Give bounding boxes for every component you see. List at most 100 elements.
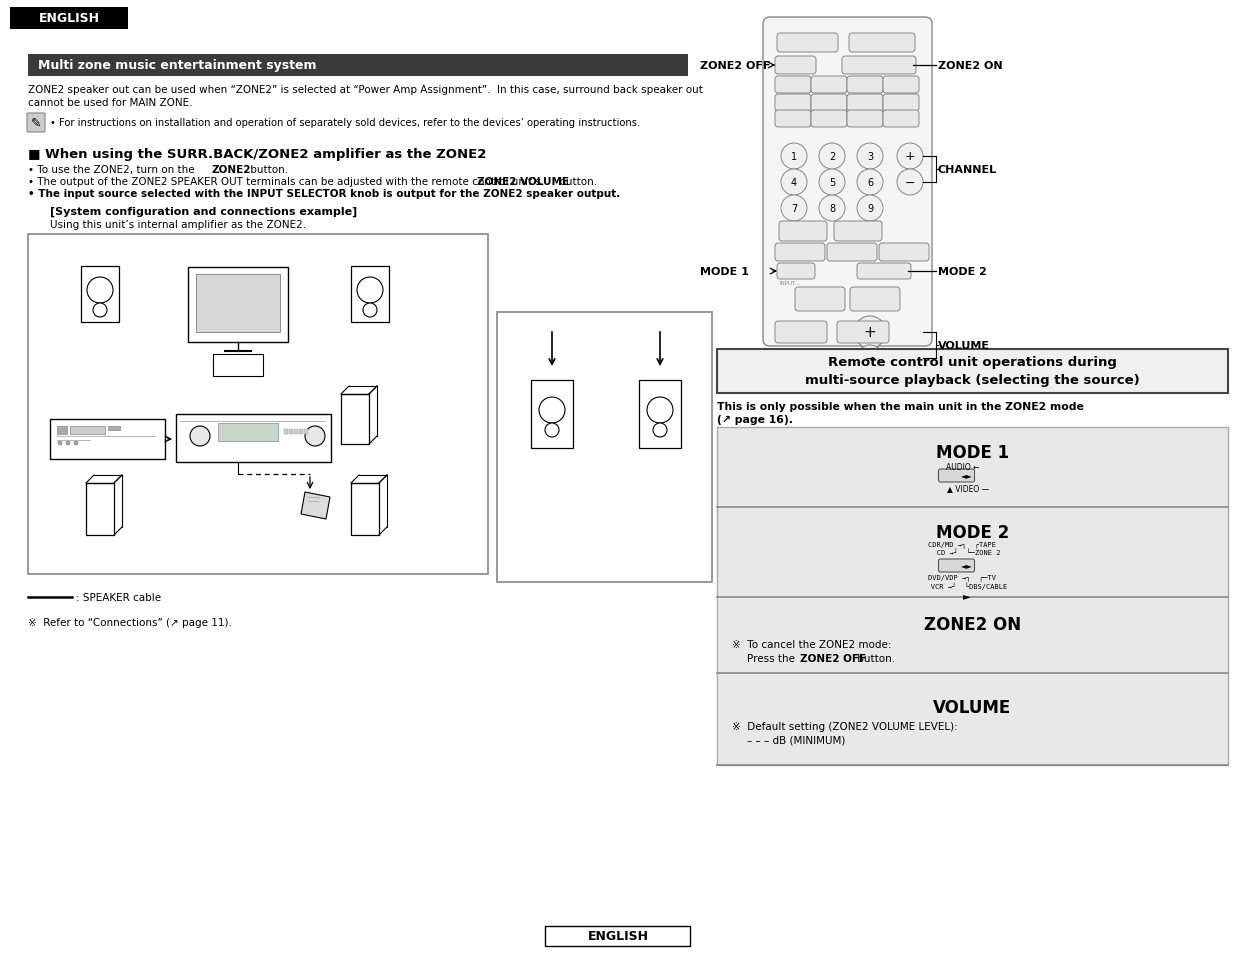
Text: 9: 9 [867,204,873,213]
Text: VOLUME: VOLUME [934,699,1011,717]
Text: MODE 2: MODE 2 [936,523,1009,541]
Bar [351,267,389,323]
Text: 1: 1 [790,152,797,162]
Text: ◄►: ◄► [961,471,972,480]
FancyBboxPatch shape [763,18,932,347]
Circle shape [74,441,78,446]
Bar [188,268,288,343]
Bar [57,427,67,435]
Text: Press the: Press the [747,654,798,663]
FancyBboxPatch shape [811,111,847,128]
Text: ■ When using the SURR.BACK/ZONE2 amplifier as the ZONE2: ■ When using the SURR.BACK/ZONE2 amplifi… [28,148,487,161]
Text: multi-source playback (selecting the source): multi-source playback (selecting the sou… [805,375,1140,387]
Text: −: − [864,352,876,366]
Text: +: + [905,151,915,163]
Text: button.: button. [247,165,288,174]
Bar [284,430,288,435]
FancyBboxPatch shape [776,77,811,94]
Text: 7: 7 [790,204,797,213]
Bar [718,507,1228,598]
FancyBboxPatch shape [847,95,883,112]
Text: DVD/VDP →┐  ┌─TV
   VCR →┘  └DBS/CABLE: DVD/VDP →┐ ┌─TV VCR →┘ └DBS/CABLE [918,574,1007,589]
Text: 2: 2 [829,152,835,162]
Circle shape [819,195,845,222]
FancyBboxPatch shape [847,77,883,94]
Bar [718,428,1228,507]
Circle shape [86,277,112,304]
Text: ZONE2 ON: ZONE2 ON [924,616,1021,634]
Circle shape [93,304,107,317]
FancyBboxPatch shape [776,244,825,262]
FancyBboxPatch shape [776,322,827,344]
Text: • To use the ZONE2, turn on the: • To use the ZONE2, turn on the [28,165,198,174]
Bar [341,395,369,444]
Text: ※  Default setting (ZONE2 VOLUME LEVEL):: ※ Default setting (ZONE2 VOLUME LEVEL): [732,721,958,731]
Text: ZONE2 speaker out can be used when “ZONE2” is selected at “Power Amp Assignment”: ZONE2 speaker out can be used when “ZONE… [28,85,703,95]
Bar [718,598,1228,673]
Text: ZONE2 OFF: ZONE2 OFF [700,61,771,71]
Bar [107,427,120,431]
Text: cannot be used for MAIN ZONE.: cannot be used for MAIN ZONE. [28,98,193,108]
Text: ※  To cancel the ZONE2 mode:: ※ To cancel the ZONE2 mode: [732,639,892,649]
FancyBboxPatch shape [879,244,929,262]
Text: ▲ VIDEO —: ▲ VIDEO — [947,483,989,493]
Text: 3: 3 [867,152,873,162]
Bar [496,313,713,582]
Bar [304,430,308,435]
Polygon shape [301,493,330,519]
FancyBboxPatch shape [776,111,811,128]
Text: MODE 2: MODE 2 [939,267,987,276]
Text: ✎: ✎ [31,116,41,130]
Bar [289,430,293,435]
FancyBboxPatch shape [850,288,900,312]
FancyBboxPatch shape [842,57,916,75]
FancyBboxPatch shape [837,322,889,344]
Circle shape [897,144,923,170]
Bar [718,673,1228,765]
FancyBboxPatch shape [847,111,883,128]
Bar [86,483,114,536]
Text: CDR/MD →┐  ┌TAPE
   CD →┘  └─ZONE 2: CDR/MD →┐ ┌TAPE CD →┘ └─ZONE 2 [924,540,1000,555]
Circle shape [819,170,845,195]
FancyBboxPatch shape [776,95,811,112]
Circle shape [853,316,885,349]
Text: • The input source selected with the INPUT SELECTOR knob is output for the ZONE2: • The input source selected with the INP… [28,189,620,199]
FancyBboxPatch shape [883,111,919,128]
Circle shape [653,423,667,437]
Bar [545,926,690,946]
Text: ►: ► [963,590,971,600]
Circle shape [781,195,806,222]
Circle shape [545,423,559,437]
Circle shape [897,170,923,195]
Text: ※  Refer to “Connections” (↗ page 11).: ※ Refer to “Connections” (↗ page 11). [28,618,232,627]
Bar [28,234,488,575]
FancyBboxPatch shape [883,77,919,94]
Circle shape [58,441,62,446]
Text: ENGLISH: ENGLISH [38,12,100,26]
Text: −: − [905,176,915,190]
FancyBboxPatch shape [811,95,847,112]
Text: • For instructions on installation and operation of separately sold devices, ref: • For instructions on installation and o… [49,118,640,128]
Circle shape [781,144,806,170]
Circle shape [819,144,845,170]
Bar [351,483,379,536]
Circle shape [363,304,377,317]
Text: 6: 6 [867,178,873,188]
FancyBboxPatch shape [779,222,827,242]
FancyBboxPatch shape [777,264,815,280]
Text: AUDIO ←: AUDIO ← [946,462,979,472]
Text: VOLUME: VOLUME [939,340,990,351]
FancyBboxPatch shape [827,244,877,262]
Text: [System configuration and connections example]: [System configuration and connections ex… [49,207,357,217]
Text: (↗ page 16).: (↗ page 16). [718,415,793,424]
Circle shape [857,346,883,372]
Text: MODE 1: MODE 1 [936,443,1009,461]
FancyBboxPatch shape [939,559,974,573]
Text: Using this unit’s internal amplifier as the ZONE2.: Using this unit’s internal amplifier as … [49,220,306,230]
Circle shape [781,170,806,195]
Bar [28,55,688,77]
FancyBboxPatch shape [795,288,845,312]
Circle shape [857,195,883,222]
FancyBboxPatch shape [834,222,882,242]
Bar [196,274,280,333]
